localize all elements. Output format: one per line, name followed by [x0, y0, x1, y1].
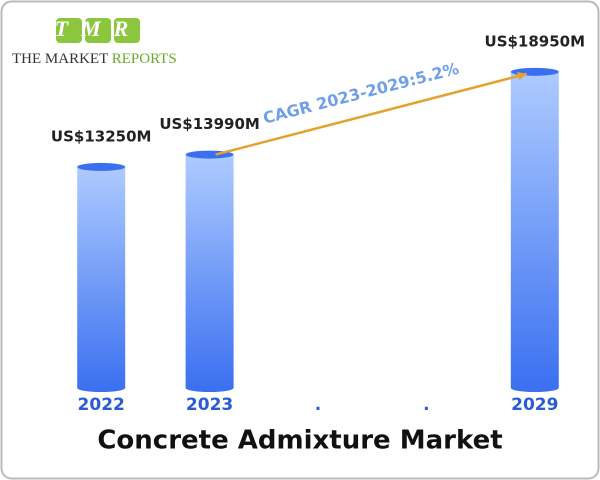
logo-tile [114, 18, 140, 43]
bar-body [77, 166, 126, 392]
bar-top [77, 162, 126, 171]
bar [77, 162, 126, 392]
chart-title: Concrete Admixture Market [97, 426, 502, 456]
x-tick-label: . [423, 395, 429, 415]
logo-tile [85, 18, 111, 43]
value-label: US$13250M [51, 127, 152, 145]
logo-mark: TMR [55, 16, 142, 41]
cagr-arrow [215, 72, 528, 156]
value-label: US$18950M [485, 32, 586, 50]
logo-name-part: THE MARKET [12, 51, 108, 67]
x-tick-label: 2022 [78, 395, 125, 415]
logo-name-accent: REPORTS [112, 51, 177, 67]
x-tick-label: . [315, 395, 321, 415]
x-tick-label: 2023 [186, 395, 233, 415]
bar-body [510, 71, 559, 392]
logo-tile [56, 18, 82, 43]
logo: TMR THE MARKET REPORTS [12, 16, 177, 67]
value-label: US$13990M [159, 115, 260, 133]
cagr-arrow-head [516, 71, 527, 81]
bar [510, 67, 559, 392]
x-tick-label: 2029 [511, 395, 558, 415]
bar [185, 150, 234, 392]
logo-name: THE MARKET REPORTS [12, 51, 177, 67]
bar-body [185, 154, 234, 392]
